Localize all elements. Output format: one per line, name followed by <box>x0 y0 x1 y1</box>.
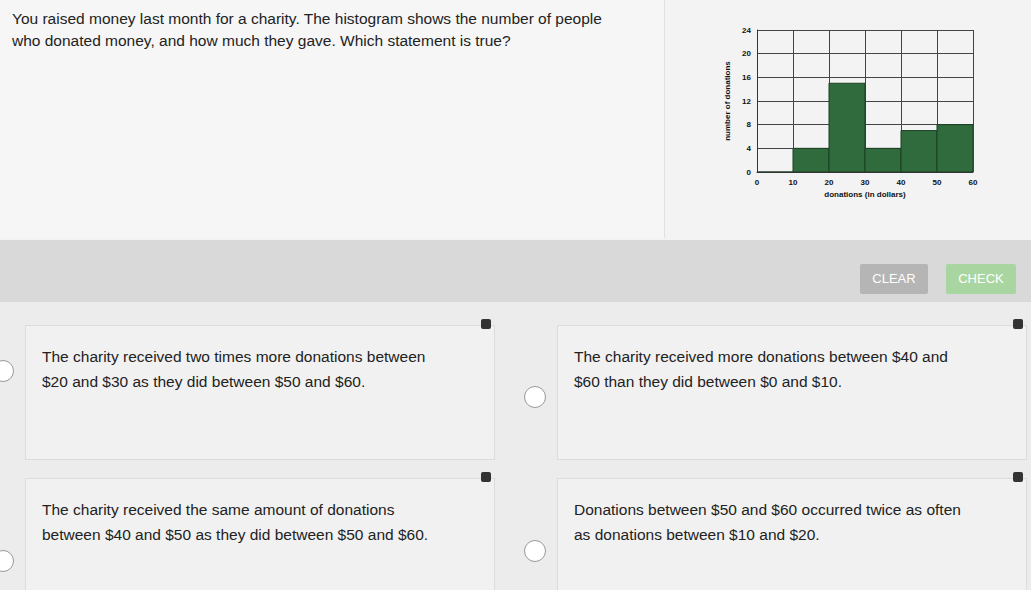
html-text:Donations between $50 and $60: Donations between $50 and $60 occurred t… <box>574 501 961 518</box>
svg-text:8: 8 <box>747 120 752 129</box>
svg-text:24: 24 <box>742 26 751 35</box>
html-text:between $40 and $50 as they di: between $40 and $50 as they did between … <box>42 526 429 543</box>
svg-text:60: 60 <box>969 178 978 187</box>
html-text:CLEAR: CLEAR <box>872 271 916 286</box>
svg-text:10: 10 <box>789 178 798 187</box>
html-text:The charity received two times: The charity received two times more dona… <box>42 348 426 365</box>
svg-text:12: 12 <box>742 97 751 106</box>
svg-text:50: 50 <box>933 178 942 187</box>
html-text:The charity received the same: The charity received the same amount of … <box>42 501 395 518</box>
html-text:You raised money last month fo: You raised money last month for a charit… <box>12 10 602 27</box>
svg-text:16: 16 <box>742 73 751 82</box>
html-text:The charity received more dona: The charity received more donations betw… <box>574 348 948 365</box>
html-text:as donations between $10 and $: as donations between $10 and $20. <box>574 526 820 543</box>
svg-text:20: 20 <box>742 49 751 58</box>
html-text:CHECK: CHECK <box>958 271 1004 286</box>
svg-text:0: 0 <box>755 178 760 187</box>
svg-text:number of donations: number of donations <box>723 61 732 141</box>
html-text:$20 and $30 as they did betwee: $20 and $30 as they did between $50 and … <box>42 373 366 390</box>
svg-text:4: 4 <box>747 144 752 153</box>
svg-text:0: 0 <box>747 168 752 177</box>
svg-text:40: 40 <box>897 178 906 187</box>
svg-text:20: 20 <box>825 178 834 187</box>
svg-text:30: 30 <box>861 178 870 187</box>
svg-text:donations (in dollars): donations (in dollars) <box>824 190 906 199</box>
html-text:who donated money, and how muc: who donated money, and how much they gav… <box>12 32 511 49</box>
html-text:$60 than they did between $0 a: $60 than they did between $0 and $10. <box>574 373 842 390</box>
